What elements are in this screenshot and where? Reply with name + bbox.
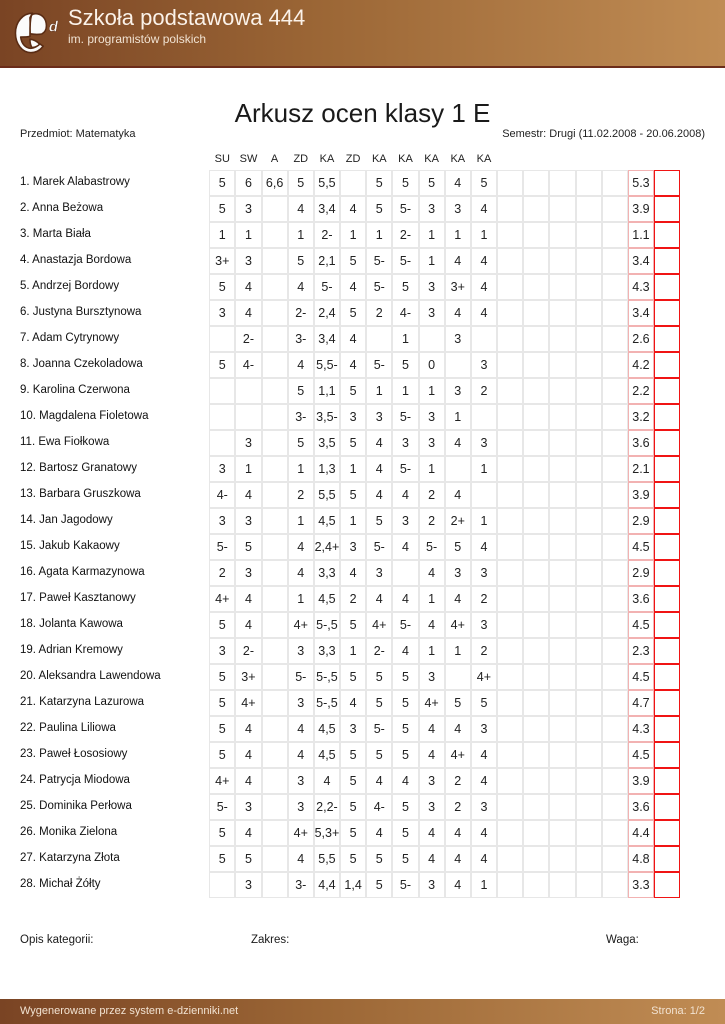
svg-text:d: d [49,19,59,35]
